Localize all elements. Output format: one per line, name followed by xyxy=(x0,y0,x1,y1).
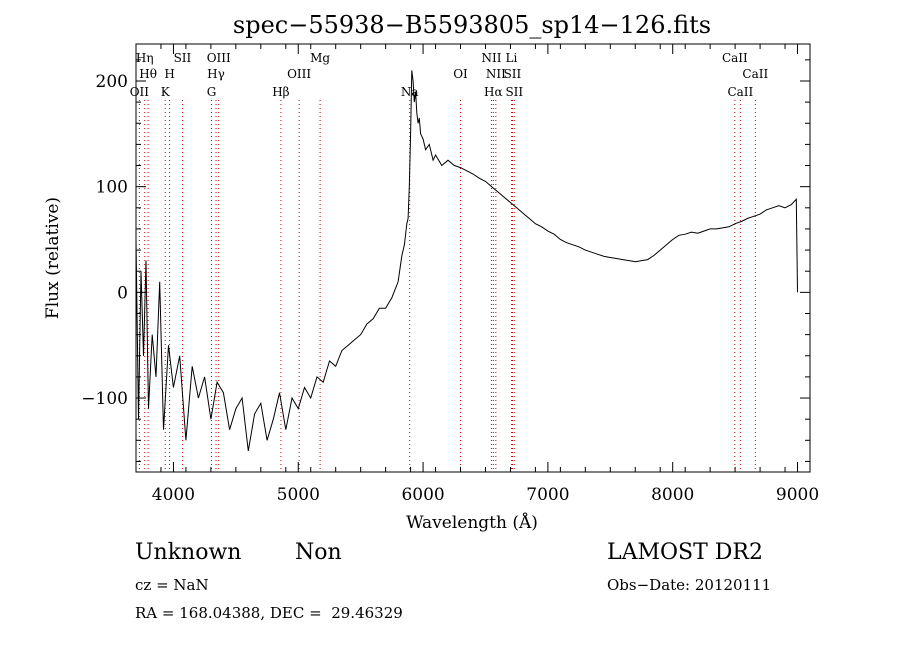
spectrum-line xyxy=(135,70,798,451)
marker-label: Li xyxy=(506,51,518,65)
x-tick-label: 6000 xyxy=(401,485,444,505)
marker-label: NII xyxy=(486,67,506,81)
marker-label: OI xyxy=(453,67,468,81)
sky-coordinates: RA = 168.04388, DEC = 29.46329 xyxy=(135,604,403,622)
axis-ticks: 4000 5000 6000 7000 8000 9000 −100 0 100 200 xyxy=(81,44,819,505)
marker-label: SII xyxy=(505,85,523,99)
marker-label: Hγ xyxy=(207,67,225,81)
spectral-subclass: Non xyxy=(295,540,342,565)
marker-label: OIII xyxy=(207,51,231,65)
x-tick-label: 8000 xyxy=(651,485,694,505)
marker-label: Hθ xyxy=(139,67,157,81)
spectral-class: Unknown xyxy=(135,540,242,565)
marker-label: OII xyxy=(130,85,150,99)
x-tick-label: 9000 xyxy=(776,485,819,505)
marker-label: G xyxy=(207,85,217,99)
x-tick-label: 4000 xyxy=(152,485,195,505)
x-tick-label: 5000 xyxy=(277,485,320,505)
spectral-line-markers: OIIHηHθKHSIIGHγOIIIHβOIIIMgNaOINIIHαNIIL… xyxy=(130,51,768,472)
chart-title: spec−55938−B5593805_sp14−126.fits xyxy=(233,11,711,39)
marker-label: SII xyxy=(504,67,522,81)
y-axis-label: Flux (relative) xyxy=(43,197,63,319)
y-tick-label: 200 xyxy=(96,72,128,92)
marker-label: SII xyxy=(174,51,192,65)
y-tick-label: −100 xyxy=(81,389,128,409)
observation-date: Obs−Date: 20120111 xyxy=(607,576,772,594)
redshift-value: cz = NaN xyxy=(135,576,209,594)
marker-label: Hβ xyxy=(272,85,289,99)
marker-label: CaII xyxy=(742,67,768,81)
marker-label: Mg xyxy=(310,51,330,65)
marker-label: CaII xyxy=(727,85,753,99)
marker-label: H xyxy=(164,67,174,81)
x-tick-label: 7000 xyxy=(526,485,569,505)
x-axis-label: Wavelength (Å) xyxy=(406,512,538,533)
plot-frame xyxy=(135,43,811,473)
y-tick-label: 0 xyxy=(117,283,128,303)
marker-label: K xyxy=(161,85,171,99)
marker-label: CaII xyxy=(722,51,748,65)
marker-label: OIII xyxy=(287,67,311,81)
survey-name: LAMOST DR2 xyxy=(607,540,763,565)
marker-label: Hη xyxy=(136,51,154,65)
marker-label: Hα xyxy=(484,85,503,99)
y-tick-label: 100 xyxy=(96,178,128,198)
marker-label: NII xyxy=(481,51,501,65)
